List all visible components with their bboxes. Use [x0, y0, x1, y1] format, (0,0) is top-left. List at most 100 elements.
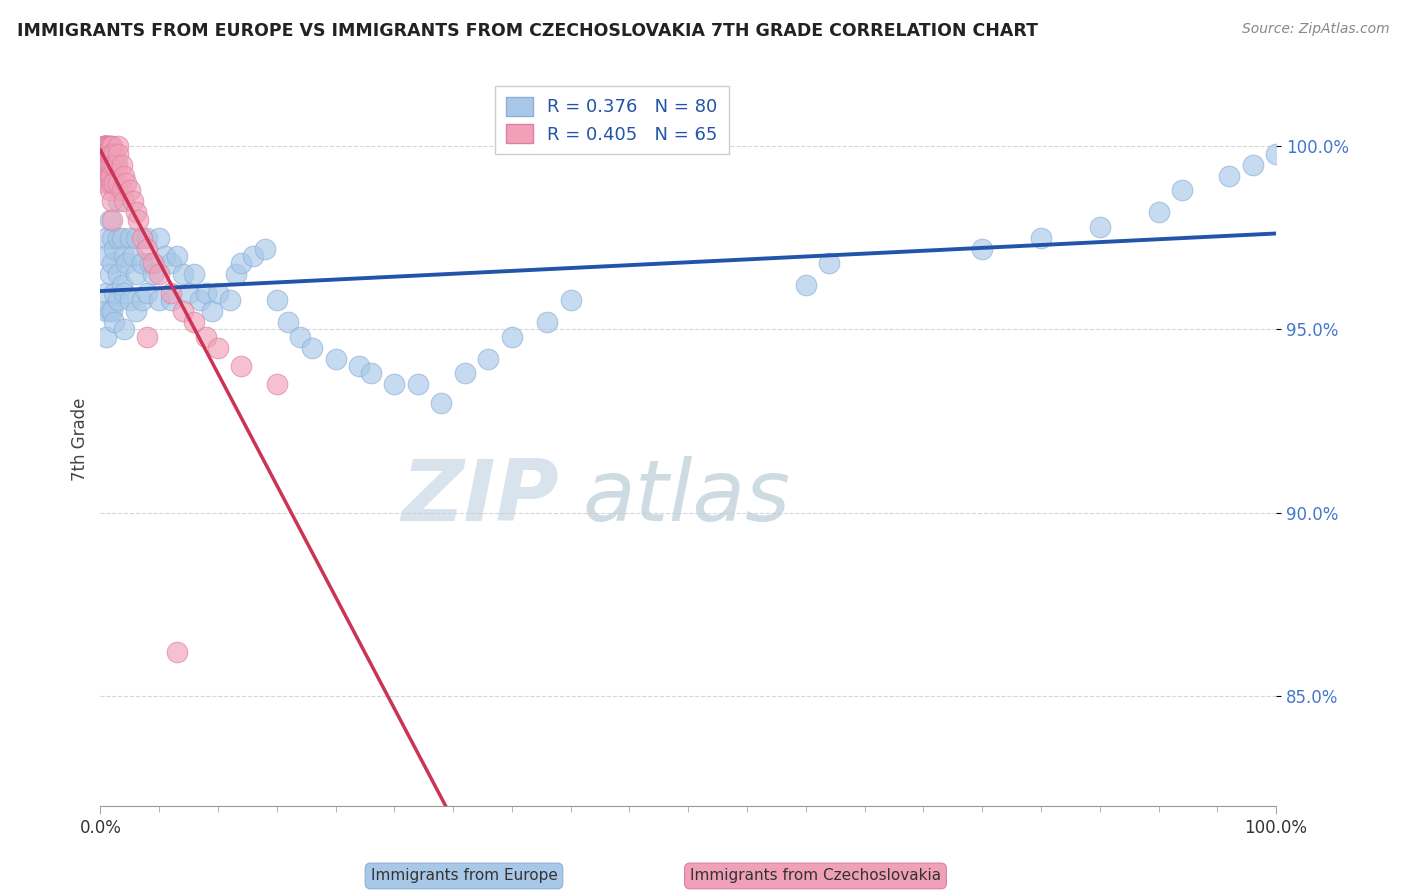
Point [94, 139, 117, 153]
Point [100, 146, 122, 161]
Point [97, 157, 120, 171]
Point [136, 285, 159, 300]
Point [406, 377, 429, 392]
Text: Source: ZipAtlas.com: Source: ZipAtlas.com [1241, 22, 1389, 37]
Point [107, 146, 129, 161]
Point [98, 304, 121, 318]
Point [118, 183, 141, 197]
Point [1218, 169, 1240, 183]
Point [98, 268, 121, 282]
Point [96, 249, 118, 263]
Point [105, 157, 128, 171]
Point [93, 139, 115, 153]
Point [172, 304, 194, 318]
Point [96, 169, 118, 183]
Point [96, 139, 118, 153]
Point [124, 231, 146, 245]
Point [98, 169, 121, 183]
Point [118, 231, 141, 245]
Point [160, 285, 183, 300]
Point [207, 285, 229, 300]
Point [972, 242, 994, 256]
Point [347, 359, 370, 373]
Point [177, 285, 200, 300]
Point [101, 157, 124, 171]
Point [277, 315, 299, 329]
Point [96, 157, 118, 171]
Point [124, 268, 146, 282]
Point [96, 304, 118, 318]
Text: Immigrants from Europe: Immigrants from Europe [371, 869, 557, 883]
Point [148, 293, 170, 307]
Point [103, 146, 125, 161]
Point [101, 176, 124, 190]
Point [107, 231, 129, 245]
Point [107, 139, 129, 153]
Point [97, 176, 120, 190]
Point [96, 176, 118, 190]
Point [818, 256, 841, 270]
Point [112, 194, 135, 209]
Point [93, 139, 115, 153]
Point [107, 268, 129, 282]
Legend: R = 0.376   N = 80, R = 0.405   N = 65: R = 0.376 N = 80, R = 0.405 N = 65 [495, 86, 728, 154]
Point [96, 330, 118, 344]
Point [107, 194, 129, 209]
Point [118, 293, 141, 307]
Point [101, 231, 124, 245]
Point [122, 249, 145, 263]
Point [101, 139, 124, 153]
Point [166, 249, 188, 263]
Point [96, 169, 118, 183]
Point [96, 139, 118, 153]
Point [1265, 146, 1288, 161]
Point [103, 157, 125, 171]
Point [124, 205, 146, 219]
Point [101, 304, 124, 318]
Point [301, 341, 323, 355]
Point [195, 285, 218, 300]
Point [115, 256, 138, 270]
Point [98, 146, 121, 161]
Point [131, 293, 153, 307]
Point [96, 231, 118, 245]
Point [794, 278, 817, 293]
Point [501, 330, 523, 344]
Point [112, 322, 135, 336]
Point [100, 139, 122, 153]
Point [160, 293, 183, 307]
Point [172, 268, 194, 282]
Point [94, 157, 117, 171]
Point [97, 139, 120, 153]
Point [218, 293, 240, 307]
Point [188, 293, 211, 307]
Point [183, 315, 205, 329]
Point [1147, 205, 1170, 219]
Point [138, 256, 160, 270]
Point [112, 285, 135, 300]
Point [101, 194, 124, 209]
Point [96, 146, 118, 161]
Point [112, 249, 135, 263]
Point [127, 212, 149, 227]
Point [107, 293, 129, 307]
Point [96, 285, 118, 300]
Point [166, 645, 188, 659]
Point [225, 268, 247, 282]
Point [266, 293, 288, 307]
Point [98, 212, 121, 227]
Point [142, 268, 165, 282]
Point [290, 330, 312, 344]
Text: atlas: atlas [582, 457, 790, 540]
Point [115, 176, 138, 190]
Point [101, 256, 124, 270]
Point [97, 146, 120, 161]
Point [454, 367, 477, 381]
Point [195, 330, 218, 344]
Point [103, 242, 125, 256]
Point [430, 395, 453, 409]
Point [103, 285, 125, 300]
Text: Immigrants from Czechoslovakia: Immigrants from Czechoslovakia [690, 869, 941, 883]
Point [103, 176, 125, 190]
Point [536, 315, 558, 329]
